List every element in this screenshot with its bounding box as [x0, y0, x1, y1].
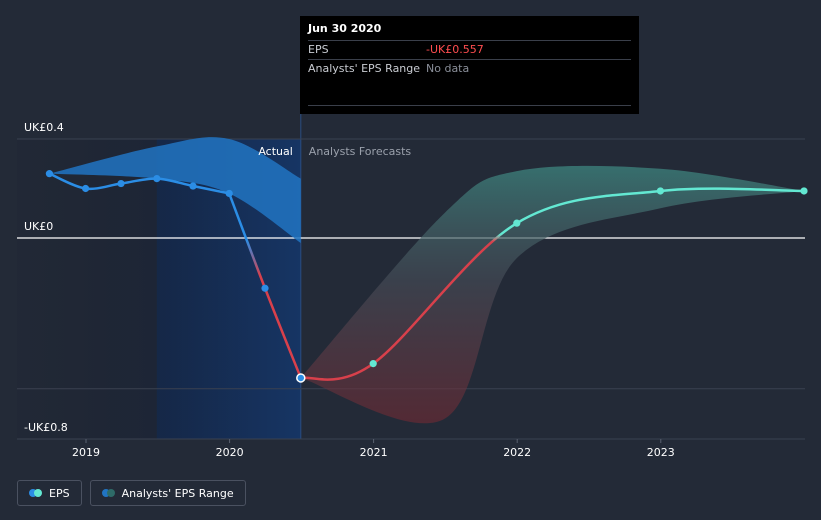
- y-tick-label: UK£0: [24, 220, 53, 233]
- tooltip-date: Jun 30 2020: [308, 22, 382, 35]
- tooltip-value-eps: -UK£0.557: [426, 43, 484, 56]
- tooltip-key-eps: EPS: [308, 43, 329, 56]
- eps-actual-point: [261, 284, 269, 292]
- x-tick-label: 2023: [647, 446, 675, 459]
- eps-forecast-point: [800, 187, 808, 195]
- eps-actual-point: [296, 373, 306, 383]
- x-tick-label: 2021: [360, 446, 388, 459]
- legend-eps-label: EPS: [49, 486, 70, 500]
- x-tick-label: 2020: [216, 446, 244, 459]
- range-swatch-icon: [101, 489, 116, 497]
- forecast-section-label: Analysts Forecasts: [309, 145, 412, 158]
- actual-section-label: Actual: [258, 145, 292, 158]
- y-tick-label: UK£0.4: [24, 121, 64, 134]
- legend-eps[interactable]: EPS: [17, 480, 82, 506]
- forecast-eps-range-band: [300, 165, 804, 424]
- eps-forecast-point: [513, 219, 521, 227]
- tooltip-key-range: Analysts' EPS Range: [308, 62, 421, 75]
- eps-swatch-icon: [29, 489, 43, 497]
- tooltip-divider: [308, 105, 631, 106]
- eps-actual-point: [225, 189, 233, 198]
- legend-range-label: Analysts' EPS Range: [121, 486, 234, 500]
- legend-range[interactable]: Analysts' EPS Range: [89, 480, 246, 506]
- eps-actual-point: [153, 175, 161, 183]
- past-eps-range-band: [49, 137, 301, 244]
- x-tick-label: 2019: [72, 446, 100, 459]
- eps-forecast-point: [369, 360, 377, 368]
- tooltip-value-range: No data: [426, 62, 470, 75]
- eps-forecast-point: [656, 187, 665, 195]
- eps-actual-point: [117, 179, 125, 188]
- y-tick-label: -UK£0.8: [24, 421, 68, 434]
- legend: EPS Analysts' EPS Range: [17, 480, 246, 506]
- tooltip: Jun 30 2020 EPS -UK£0.557 Analysts' EPS …: [300, 16, 639, 114]
- eps-actual-point: [82, 184, 90, 193]
- eps-actual-point: [45, 170, 54, 178]
- tooltip-row-eps: EPS -UK£0.557: [308, 40, 631, 59]
- x-tick-label: 2022: [503, 446, 531, 459]
- eps-actual-point: [189, 182, 197, 190]
- eps-chart: UK£0.4 UK£0 -UK£0.8 2019 2020 2021 2022 2023 Act…: [17, 114, 808, 459]
- tooltip-row-range: Analysts' EPS Range No data: [308, 59, 631, 78]
